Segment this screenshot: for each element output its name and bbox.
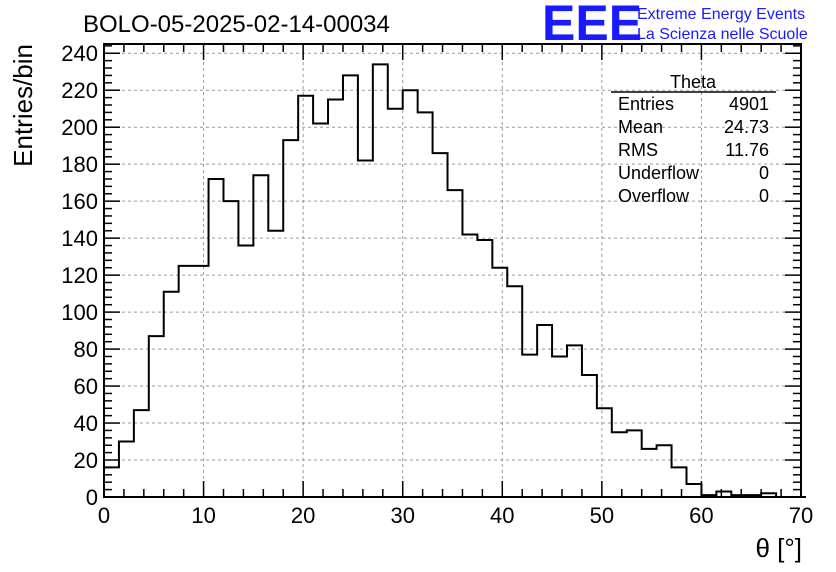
- y-tick-label: 120: [61, 263, 98, 288]
- stats-label: RMS: [618, 140, 658, 160]
- plot-frame: [103, 43, 802, 498]
- stats-label: Overflow: [618, 186, 690, 206]
- x-tick-label: 20: [291, 503, 315, 528]
- y-tick-labels: 0 20 40 60 80 100 120 140 160 180 200 220 240: [61, 41, 98, 510]
- y-tick-label: 240: [61, 41, 98, 66]
- stats-label: Entries: [618, 94, 674, 114]
- x-tick-label: 40: [490, 503, 514, 528]
- stats-value: 4901: [729, 94, 769, 114]
- logo-line-2: La Scienza nelle Scuole: [637, 26, 808, 43]
- axis-ticks: [103, 44, 802, 498]
- x-axis-title: θ [°]: [755, 533, 802, 563]
- y-tick-label: 60: [74, 374, 98, 399]
- chart-title: BOLO-05-2025-02-14-00034: [83, 11, 390, 38]
- y-tick-label: 100: [61, 300, 98, 325]
- histogram-outline: [104, 63, 806, 498]
- stats-label: Mean: [618, 117, 663, 137]
- stats-box: Theta Entries 4901 Mean 24.73 RMS 11.76 Underf…: [611, 72, 776, 206]
- x-tick-label: 10: [191, 503, 215, 528]
- stats-label: Underflow: [618, 163, 700, 183]
- y-tick-label: 20: [74, 448, 98, 473]
- logo-line-1: Extreme Energy Events: [637, 6, 805, 23]
- x-tick-label: 70: [789, 503, 813, 528]
- stats-title: Theta: [670, 72, 717, 92]
- y-tick-label: 0: [86, 485, 98, 510]
- stats-value: 0: [759, 186, 769, 206]
- y-tick-label: 80: [74, 337, 98, 362]
- grid-lines: [104, 44, 801, 497]
- y-tick-label: 140: [61, 226, 98, 251]
- x-tick-label: 0: [98, 503, 110, 528]
- logo-mark: EEE: [542, 0, 642, 51]
- x-tick-labels: 0 10 20 30 40 50 60 70: [98, 503, 813, 528]
- x-tick-label: 50: [590, 503, 614, 528]
- x-tick-label: 30: [390, 503, 414, 528]
- x-tick-label: 60: [689, 503, 713, 528]
- y-tick-label: 200: [61, 115, 98, 140]
- stats-value: 11.76: [725, 140, 769, 160]
- eee-logo: EEE Extreme Energy Events La Scienza nel…: [542, 0, 808, 51]
- y-tick-label: 220: [61, 78, 98, 103]
- stats-value: 0: [759, 163, 769, 183]
- y-axis-title: Entries/bin: [8, 44, 38, 167]
- y-tick-label: 180: [61, 152, 98, 177]
- stats-value: 24.73: [724, 117, 769, 137]
- y-tick-label: 160: [61, 189, 98, 214]
- y-tick-label: 40: [74, 411, 98, 436]
